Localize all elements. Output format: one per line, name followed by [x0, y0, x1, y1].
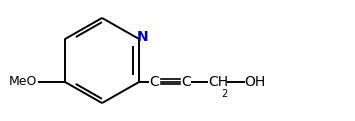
Text: C: C [182, 75, 191, 89]
Text: N: N [136, 30, 148, 44]
Text: MeO: MeO [9, 75, 38, 88]
Text: 2: 2 [222, 89, 228, 99]
Text: C: C [149, 75, 159, 89]
Text: OH: OH [245, 75, 266, 89]
Text: CH: CH [208, 75, 228, 89]
